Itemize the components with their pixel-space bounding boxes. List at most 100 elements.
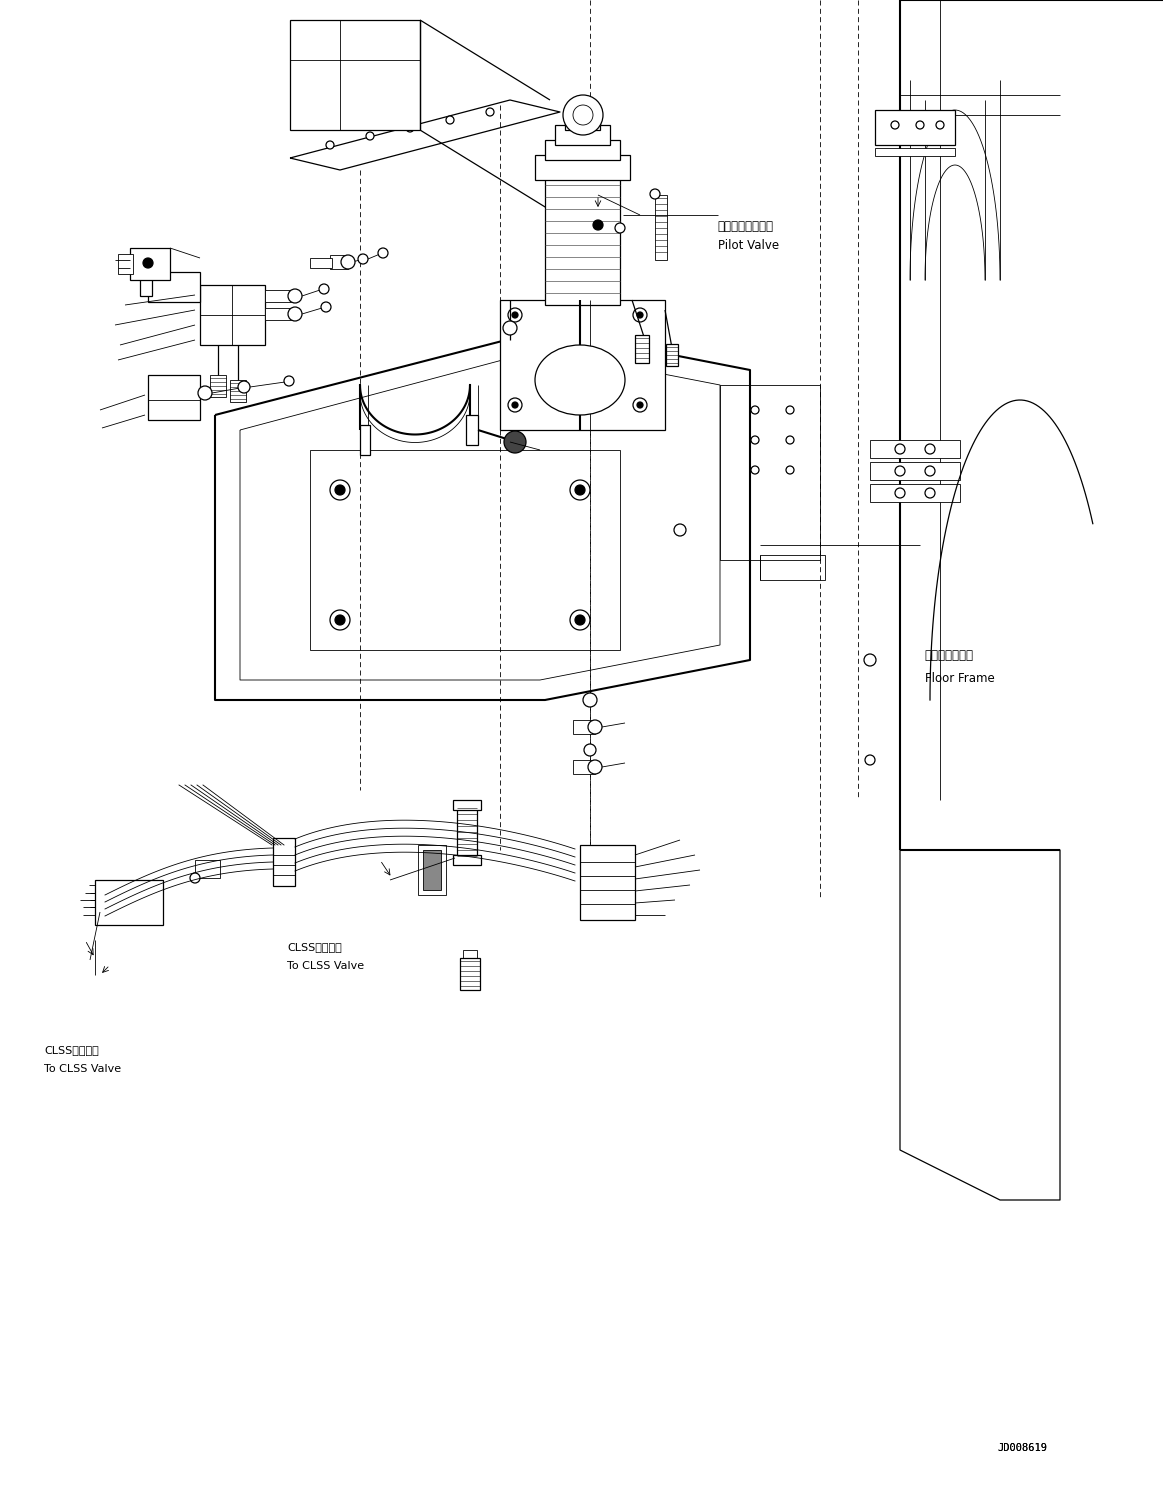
Circle shape bbox=[508, 398, 522, 412]
Bar bbox=[635, 334, 649, 363]
Circle shape bbox=[583, 692, 597, 707]
Bar bbox=[466, 415, 478, 444]
Circle shape bbox=[326, 141, 334, 149]
Circle shape bbox=[330, 480, 350, 499]
Circle shape bbox=[321, 302, 331, 312]
Circle shape bbox=[891, 120, 899, 129]
Circle shape bbox=[588, 759, 602, 774]
Circle shape bbox=[593, 220, 602, 230]
Bar bbox=[200, 285, 265, 345]
Text: CLSSバルブへ: CLSSバルブへ bbox=[287, 942, 342, 953]
Bar bbox=[759, 554, 825, 580]
Text: To CLSS Valve: To CLSS Valve bbox=[44, 1064, 121, 1074]
Circle shape bbox=[615, 223, 625, 233]
Circle shape bbox=[335, 484, 345, 495]
Circle shape bbox=[588, 721, 602, 734]
Circle shape bbox=[486, 108, 494, 116]
Bar bbox=[95, 880, 163, 924]
Circle shape bbox=[925, 444, 935, 455]
Circle shape bbox=[751, 406, 759, 415]
Circle shape bbox=[633, 308, 647, 322]
Text: To CLSS Valve: To CLSS Valve bbox=[287, 961, 364, 972]
Bar bbox=[454, 799, 481, 810]
Bar bbox=[655, 195, 668, 260]
Bar bbox=[457, 805, 477, 860]
Circle shape bbox=[864, 654, 876, 666]
Circle shape bbox=[751, 435, 759, 444]
Bar bbox=[573, 759, 595, 774]
Bar bbox=[870, 484, 959, 502]
Text: パイロットバルブ: パイロットバルブ bbox=[718, 220, 773, 233]
Circle shape bbox=[288, 308, 302, 321]
Ellipse shape bbox=[535, 345, 625, 415]
Circle shape bbox=[504, 321, 518, 334]
Bar bbox=[555, 125, 611, 146]
Circle shape bbox=[366, 132, 374, 140]
Text: JD008619: JD008619 bbox=[998, 1443, 1048, 1453]
Bar bbox=[117, 254, 133, 273]
Circle shape bbox=[143, 259, 154, 267]
Circle shape bbox=[284, 376, 294, 386]
Circle shape bbox=[936, 120, 944, 129]
Bar bbox=[535, 155, 630, 180]
Circle shape bbox=[504, 431, 526, 453]
Circle shape bbox=[637, 312, 643, 318]
Circle shape bbox=[319, 284, 329, 294]
Text: CLSSバルブへ: CLSSバルブへ bbox=[44, 1045, 99, 1055]
Bar bbox=[195, 860, 220, 878]
Bar bbox=[148, 272, 200, 302]
Circle shape bbox=[584, 744, 595, 756]
Bar bbox=[140, 278, 152, 296]
Bar bbox=[545, 140, 620, 160]
Circle shape bbox=[570, 480, 590, 499]
Circle shape bbox=[925, 487, 935, 498]
Bar bbox=[330, 256, 348, 269]
Bar bbox=[311, 450, 620, 649]
Circle shape bbox=[198, 386, 212, 400]
Bar bbox=[565, 108, 600, 129]
Bar bbox=[311, 259, 331, 267]
Circle shape bbox=[637, 403, 643, 409]
Circle shape bbox=[573, 106, 593, 125]
Circle shape bbox=[786, 467, 794, 474]
Circle shape bbox=[406, 123, 414, 132]
Circle shape bbox=[378, 248, 388, 259]
Circle shape bbox=[570, 609, 590, 630]
Bar bbox=[130, 248, 170, 279]
Bar bbox=[230, 380, 247, 403]
Bar bbox=[580, 846, 635, 920]
Text: Pilot Valve: Pilot Valve bbox=[718, 239, 779, 253]
Circle shape bbox=[190, 872, 200, 883]
Circle shape bbox=[916, 120, 923, 129]
Text: JD008619: JD008619 bbox=[998, 1443, 1048, 1453]
Bar bbox=[273, 838, 295, 886]
Circle shape bbox=[238, 380, 250, 392]
Bar bbox=[500, 300, 665, 429]
Circle shape bbox=[865, 755, 875, 765]
Circle shape bbox=[633, 398, 647, 412]
Bar bbox=[875, 149, 955, 156]
Circle shape bbox=[751, 467, 759, 474]
Circle shape bbox=[512, 403, 518, 409]
Circle shape bbox=[786, 435, 794, 444]
Circle shape bbox=[896, 444, 905, 455]
Circle shape bbox=[575, 484, 585, 495]
Bar bbox=[148, 374, 200, 421]
Circle shape bbox=[335, 615, 345, 626]
Circle shape bbox=[575, 615, 585, 626]
Circle shape bbox=[512, 312, 518, 318]
Bar bbox=[870, 462, 959, 480]
Bar bbox=[290, 19, 420, 129]
Circle shape bbox=[341, 256, 355, 269]
Bar bbox=[265, 308, 295, 319]
Circle shape bbox=[445, 116, 454, 123]
Circle shape bbox=[563, 95, 602, 135]
Bar bbox=[870, 440, 959, 458]
Circle shape bbox=[896, 467, 905, 476]
Circle shape bbox=[288, 288, 302, 303]
Bar bbox=[875, 110, 955, 146]
Circle shape bbox=[675, 525, 686, 536]
Text: フロアフレーム: フロアフレーム bbox=[925, 649, 973, 663]
Bar bbox=[454, 854, 481, 865]
Bar bbox=[666, 343, 678, 366]
